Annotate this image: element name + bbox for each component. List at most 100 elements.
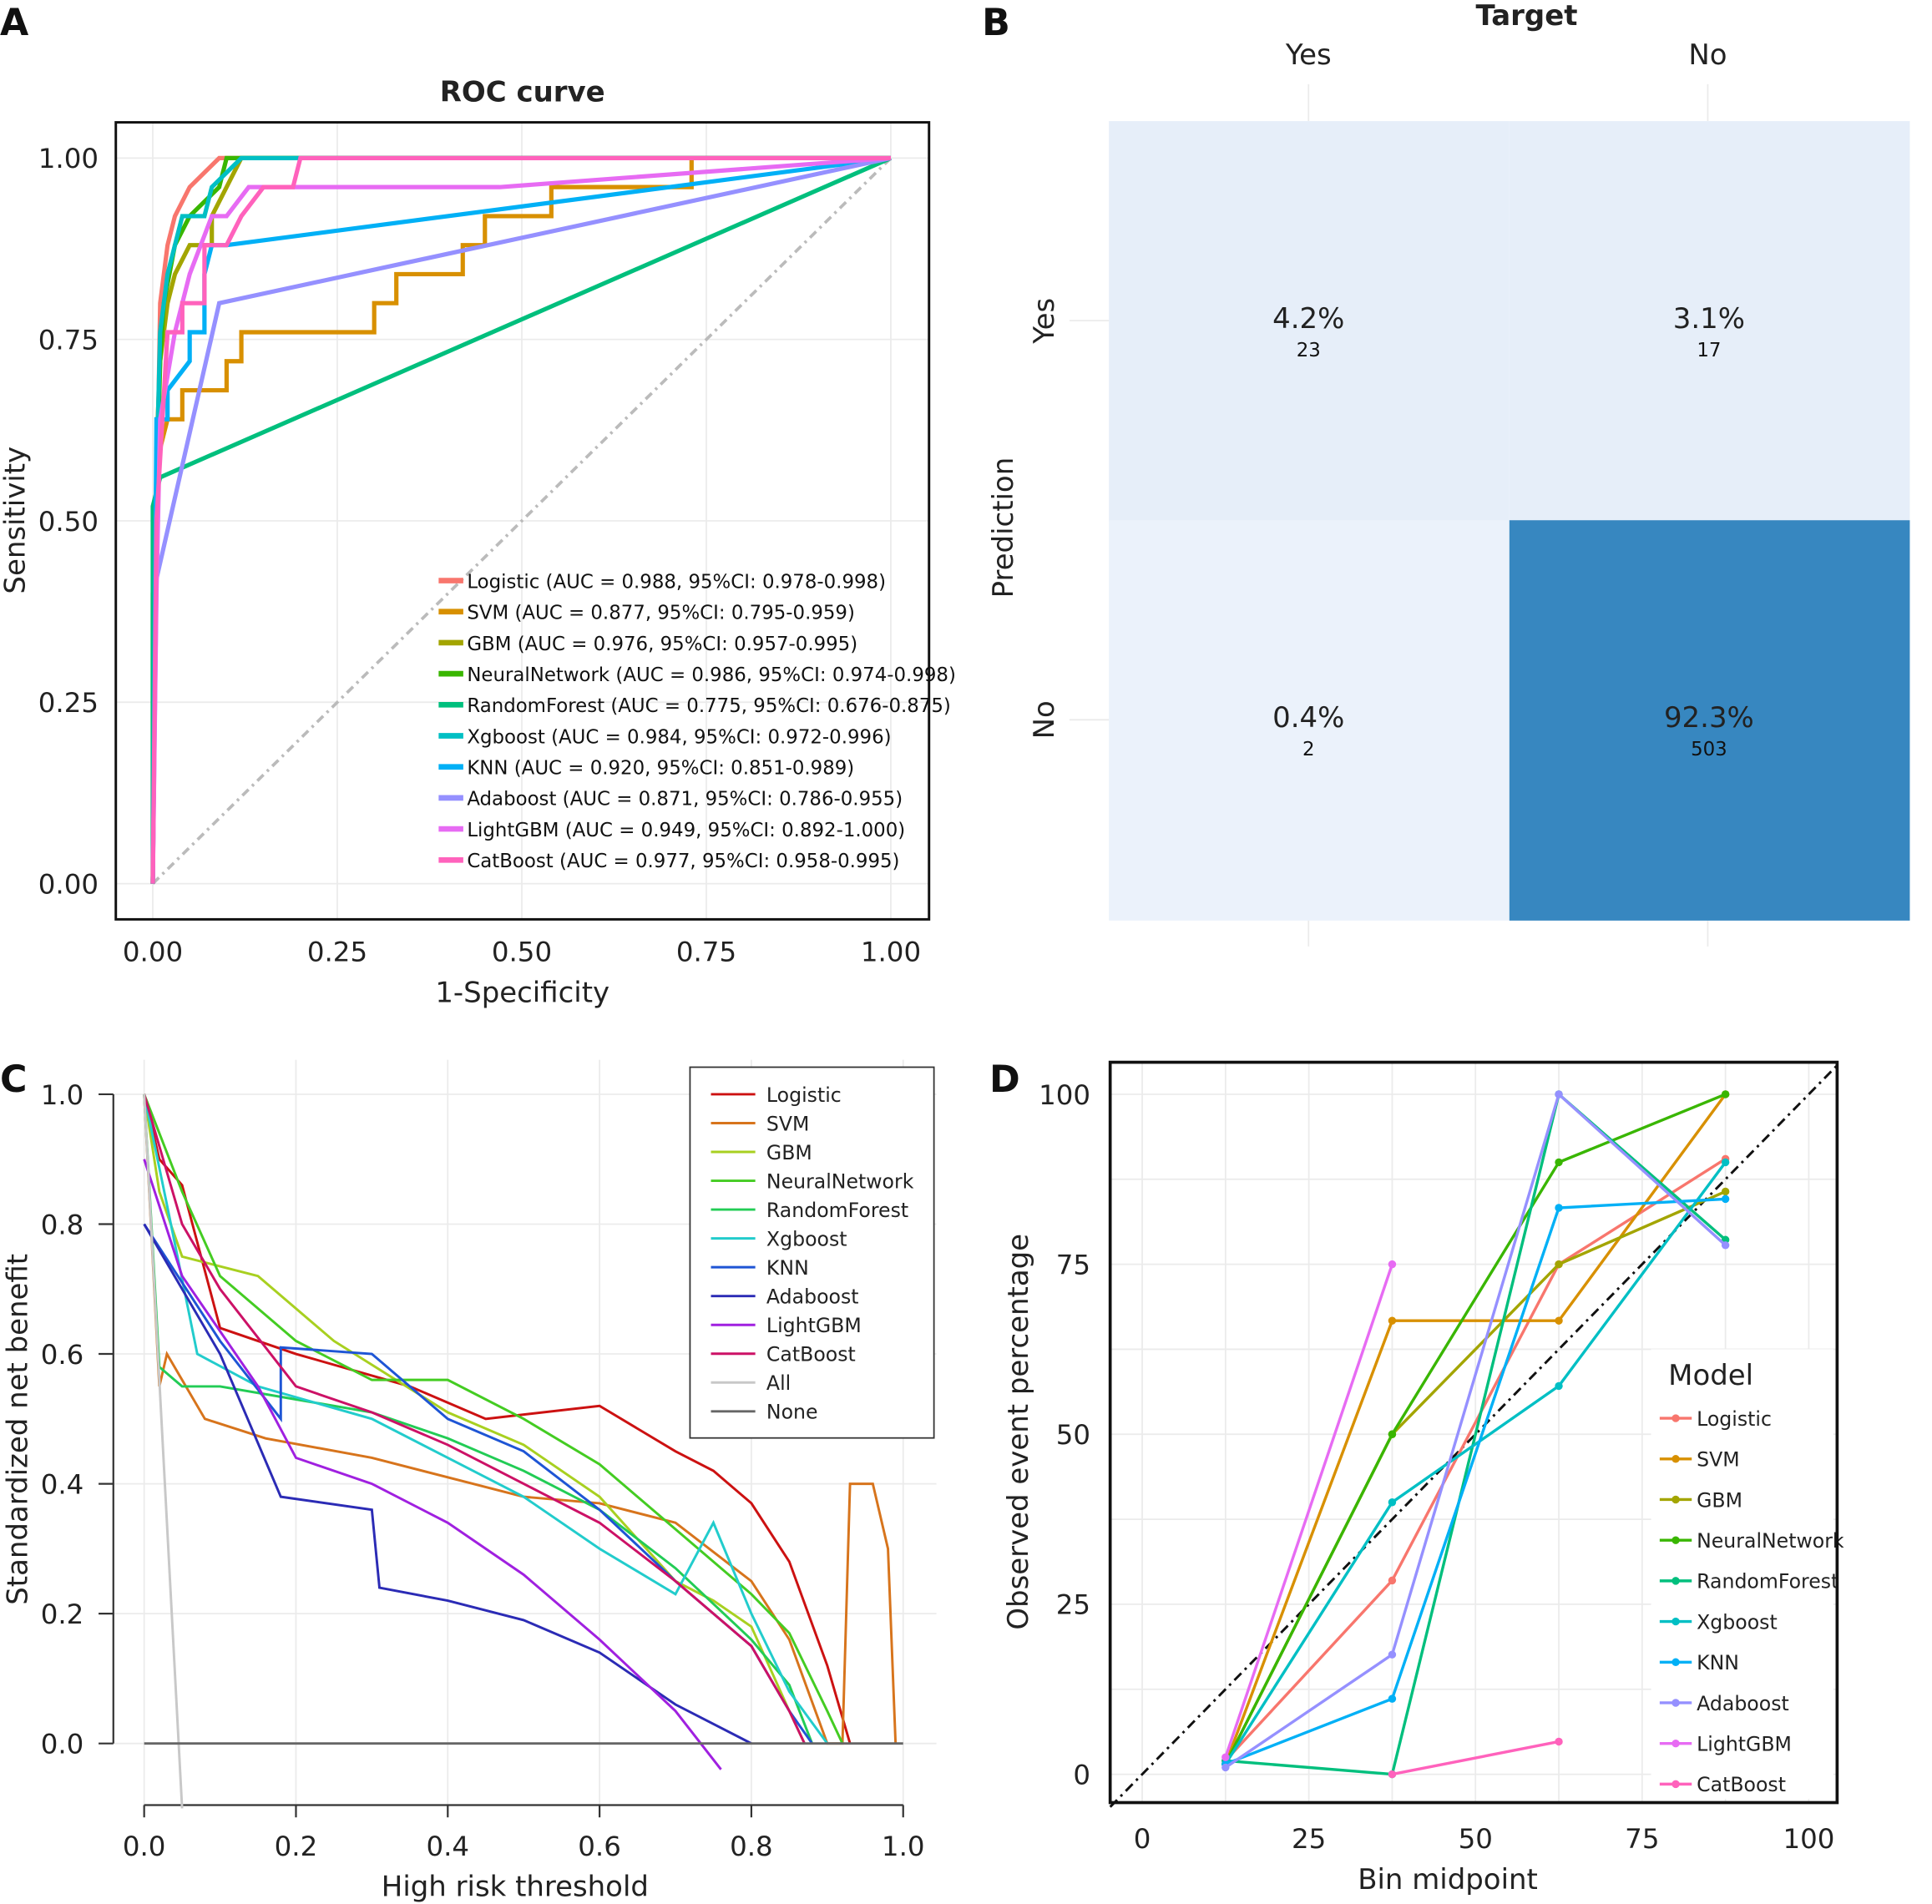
calibration-line-randomforest [1225, 1091, 1727, 1776]
plot-border [114, 121, 931, 921]
matrix-cell [1109, 121, 1510, 522]
legend-label: NeuralNetwork (AUC = 0.986, 95%CI: 0.974… [467, 664, 956, 686]
legend-label: RandomForest [766, 1199, 908, 1222]
reference-diagonal [151, 157, 893, 885]
matrix-cell [1509, 520, 1910, 921]
dca-line-catboost [143, 1093, 806, 1745]
legend-label: NeuralNetwork [1697, 1529, 1844, 1553]
legend-label: KNN (AUC = 0.920, 95%CI: 0.851-0.989) [467, 758, 854, 780]
cell-count: 503 [1691, 739, 1727, 760]
calibration-point [1221, 1753, 1230, 1761]
y-tick-label: 0.4 [41, 1468, 84, 1500]
y-axis-title: Prediction [987, 457, 1020, 598]
cell-percent: 92.3% [1664, 701, 1754, 735]
calibration-point [1388, 1576, 1397, 1585]
legend-box [689, 1066, 935, 1439]
x-tick-label: 1.00 [861, 937, 921, 968]
y-tick-label: 75 [1056, 1249, 1090, 1280]
calibration-point [1388, 1650, 1397, 1659]
calibration-point [1555, 1260, 1563, 1269]
y-tick-label: 0.2 [41, 1598, 84, 1630]
legend-label: Logistic [766, 1083, 842, 1107]
dca-line-lightgbm [143, 1159, 722, 1770]
legend-label: NeuralNetwork [766, 1169, 914, 1193]
legend-label: SVM (AUC = 0.877, 95%CI: 0.795-0.959) [467, 603, 855, 624]
x-tick-label: 0.8 [730, 1831, 773, 1862]
calibration-line-svm [1224, 1093, 1727, 1765]
x-tick-label: 0.6 [578, 1831, 621, 1862]
calibration-point [1388, 1770, 1397, 1779]
x-tick-label: 1.0 [882, 1831, 925, 1862]
cell-count: 2 [1302, 739, 1315, 760]
legend-label: All [766, 1371, 791, 1395]
matrix-cell [1109, 520, 1510, 921]
legend-key-point [1672, 1658, 1680, 1667]
matrix-cell [1509, 121, 1910, 522]
x-axis-label: 1-Specificity [435, 976, 609, 1009]
dca-line-xgboost [143, 1093, 829, 1745]
x-tick-label: 75 [1625, 1823, 1659, 1855]
calibration-point [1555, 1090, 1563, 1098]
legend-label: RandomForest (AUC = 0.775, 95%CI: 0.676-… [467, 695, 951, 717]
y-axis-label: Observed event percentage [1002, 1234, 1035, 1630]
legend-label: GBM (AUC = 0.976, 95%CI: 0.957-0.995) [467, 634, 857, 655]
legend-label: LightGBM [766, 1314, 862, 1337]
cell-count: 17 [1697, 340, 1721, 361]
x-tick-label: 50 [1459, 1823, 1493, 1855]
legend-key-point [1672, 1739, 1680, 1748]
calibration-point [1388, 1260, 1397, 1269]
legend-label: LightGBM (AUC = 0.949, 95%CI: 0.892-1.00… [467, 820, 905, 841]
cell-percent: 4.2% [1272, 302, 1344, 336]
panel-label-c: C [0, 1058, 28, 1101]
x-tick-label: 0.25 [307, 937, 367, 968]
dca-line-randomforest [143, 1093, 814, 1745]
x-tick-label: 0.75 [676, 937, 736, 968]
calibration-line-knn [1225, 1197, 1726, 1765]
calibration-line-logistic [1224, 1157, 1727, 1762]
x-axis-label: Bin midpoint [1358, 1863, 1538, 1896]
calibration-point [1388, 1694, 1397, 1703]
roc-line-svm [150, 155, 891, 884]
cell-percent: 0.4% [1272, 701, 1344, 735]
calibration-chart: 0 0 25 25 50 50 75 75 100 100 Logistic SVM GBM Neural… [1002, 1060, 1844, 1896]
legend-label: Xgboost [766, 1227, 847, 1250]
dca-line-gbm [143, 1093, 806, 1745]
legend-label: Logistic (AUC = 0.988, 95%CI: 0.978-0.99… [467, 571, 886, 593]
x-tick-label: 0.2 [275, 1831, 318, 1862]
legend-key-point [1672, 1699, 1680, 1707]
dca-line-svm [143, 1093, 898, 1745]
y-tick-label: 1.00 [38, 143, 99, 174]
calibration-point [1555, 1158, 1563, 1167]
calibration-line-adaboost [1224, 1091, 1727, 1769]
legend-label: Adaboost [1697, 1692, 1789, 1715]
y-tick-label: 50 [1056, 1419, 1090, 1451]
legend-label: CatBoost (AUC = 0.977, 95%CI: 0.958-0.99… [467, 851, 899, 872]
x-tick-label: 0.00 [123, 937, 183, 968]
legend-label: SVM [766, 1112, 810, 1135]
column-label-yes: Yes [1285, 38, 1332, 72]
row-label-yes: Yes [1028, 298, 1061, 345]
dca-line-all [143, 1093, 184, 1809]
calibration-point [1555, 1737, 1563, 1746]
legend-key-point [1672, 1577, 1680, 1585]
decision-curve-chart: 0.0 0.0 0.2 0.2 0.4 0.4 0.6 0.6 0.8 0.8 1.0 1.0 Logi… [1, 1059, 937, 1904]
dca-line-logistic [143, 1093, 852, 1745]
y-tick-label: 100 [1039, 1079, 1090, 1111]
legend-label: KNN [766, 1256, 809, 1280]
y-axis-label: Sensitivity [0, 447, 33, 594]
calibration-point [1555, 1204, 1563, 1212]
confusion-matrix: 4.2% 23 3.1% 17 0.4% 2 92.3% 503 Target Yes No Yes N… [987, 0, 1910, 947]
x-axis-label: High risk threshold [382, 1871, 649, 1904]
legend-label: LightGBM [1697, 1733, 1792, 1756]
plot-border [1108, 1060, 1839, 1805]
roc-line-xgboost [150, 155, 891, 884]
x-tick-label: 0.4 [426, 1831, 469, 1862]
legend-label: Adaboost (AUC = 0.871, 95%CI: 0.786-0.95… [467, 789, 903, 811]
legend-label: SVM [1697, 1448, 1740, 1472]
y-tick-label: 0.6 [41, 1339, 84, 1371]
roc-line-catboost [150, 155, 891, 884]
y-tick-label: 25 [1056, 1589, 1090, 1621]
legend-label: GBM [1697, 1488, 1742, 1512]
calibration-line-xgboost [1224, 1161, 1727, 1765]
